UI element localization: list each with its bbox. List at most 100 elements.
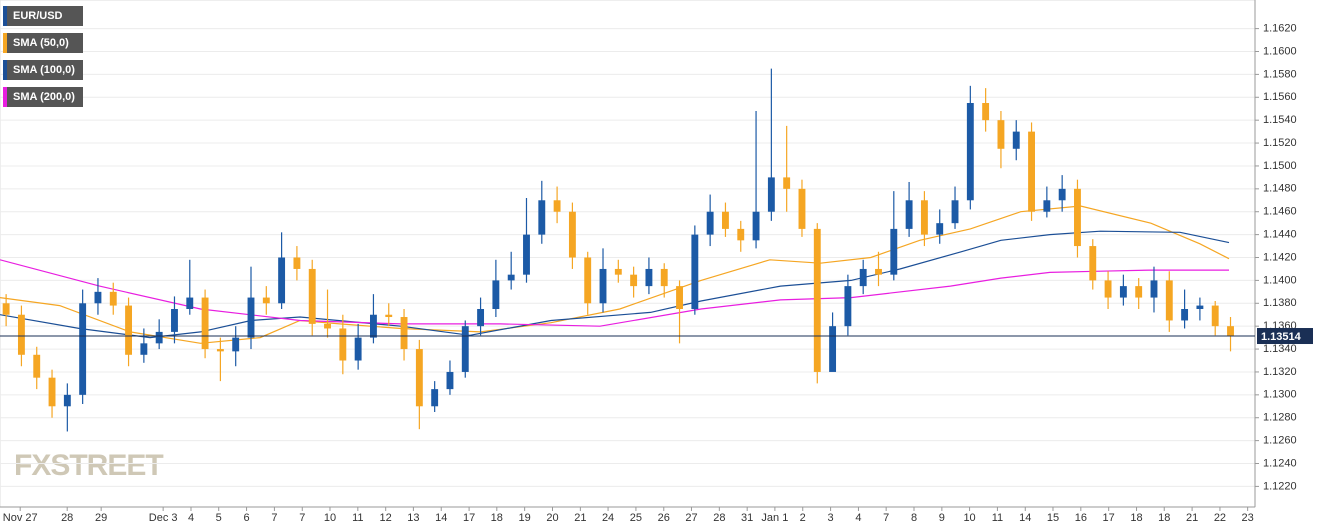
y-tick-label: 1.1480 [1263,183,1297,195]
y-tick-label: 1.1440 [1263,229,1297,241]
candle-body [262,297,270,304]
candle-body [1043,200,1051,212]
y-tick-label: 1.1280 [1263,412,1297,424]
x-tick-label: 14 [1019,512,1031,524]
candle-body [920,200,928,235]
x-tick-label: 31 [741,512,753,524]
x-tick-label: 4 [855,512,861,524]
candle-body [400,317,408,350]
candle-body [997,120,1005,149]
candle-body [553,200,561,212]
candle-body [339,328,347,361]
x-tick-label: 9 [939,512,945,524]
y-tick-label: 1.1240 [1263,457,1297,469]
y-tick-label: 1.1620 [1263,23,1297,35]
legend-swatch [3,6,7,26]
candle-body [1104,280,1112,298]
candle-body [982,103,990,121]
x-tick-label: Dec 3 [149,512,178,524]
candle-body [890,228,898,275]
candle-body [1058,188,1066,201]
candle-body [813,228,821,372]
x-tick-label: 28 [713,512,725,524]
candle-body [33,354,41,378]
y-tick-label: 1.1540 [1263,114,1297,126]
candle-body [737,228,745,241]
watermark: FXSTREET [14,449,163,482]
y-tick-label: 1.1380 [1263,297,1297,309]
candle-body [1150,280,1158,298]
x-tick-label: 6 [243,512,249,524]
y-tick-label: 1.1460 [1263,206,1297,218]
x-tick-label: 21 [1186,512,1198,524]
candle-body [415,349,423,407]
candle-body [614,268,622,275]
y-tick-label: 1.1300 [1263,389,1297,401]
candle-body [1119,286,1127,298]
y-tick-label: 1.1520 [1263,137,1297,149]
candle-body [1196,305,1204,310]
candle-body [48,377,56,407]
candle-body [63,394,71,407]
candle-body [461,326,469,372]
legend-label: SMA (100,0) [13,64,75,76]
x-tick-label: 22 [1214,512,1226,524]
candle-body [186,297,194,310]
candle-body [354,337,362,361]
candle-body [232,337,240,352]
candle-body [568,211,576,258]
last-price-box [1257,328,1313,345]
candle-body [125,305,133,355]
candle-body [783,177,791,189]
candle-body [722,211,729,229]
sma-line [0,230,1230,339]
candle-body [584,257,592,304]
y-tick-label: 1.1600 [1263,45,1297,57]
candle-body [1028,131,1035,212]
x-tick-label: 10 [963,512,975,524]
candle-body [2,303,10,315]
x-tick-label: 2 [800,512,806,524]
legend-label: EUR/USD [13,10,63,22]
candle-body [1211,305,1219,327]
candle-body [1181,309,1189,321]
candle-body [140,343,148,355]
x-tick-label: 15 [1047,512,1059,524]
candle-body [109,291,117,306]
candle-body [247,297,255,338]
candle-body [431,389,439,407]
x-tick-label: 29 [95,512,107,524]
candle-body [171,309,178,332]
x-tick-label: 18 [491,512,503,524]
y-tick-label: 1.1320 [1263,366,1297,378]
x-tick-label: 18 [1158,512,1170,524]
x-tick-label: 21 [574,512,586,524]
candle-body [875,268,882,275]
candle-body [492,280,500,310]
x-tick-label: 17 [463,512,475,524]
x-tick-label: 24 [602,512,614,524]
candle-body [691,234,699,310]
sma-line [0,205,1230,344]
candle-body [905,200,913,229]
candle-body [844,286,852,327]
legend-item: SMA (100,0) [3,60,83,80]
candle-body [1089,246,1097,281]
y-tick-label: 1.1420 [1263,251,1297,263]
candle-body [951,200,959,224]
plot-area [0,0,1256,508]
x-tick-label: Jan 1 [761,512,788,524]
candle-body [507,274,515,281]
x-tick-label: 8 [911,512,917,524]
legend-label: SMA (50,0) [13,37,69,49]
x-tick-label: 5 [216,512,222,524]
legend-item: SMA (50,0) [3,33,83,53]
x-tick-label: 7 [299,512,305,524]
candle-body [1165,280,1173,321]
legend-item: SMA (200,0) [3,87,83,107]
candle-body [17,314,25,355]
x-tick-label: 18 [1130,512,1142,524]
legend-label: SMA (200,0) [13,91,75,103]
